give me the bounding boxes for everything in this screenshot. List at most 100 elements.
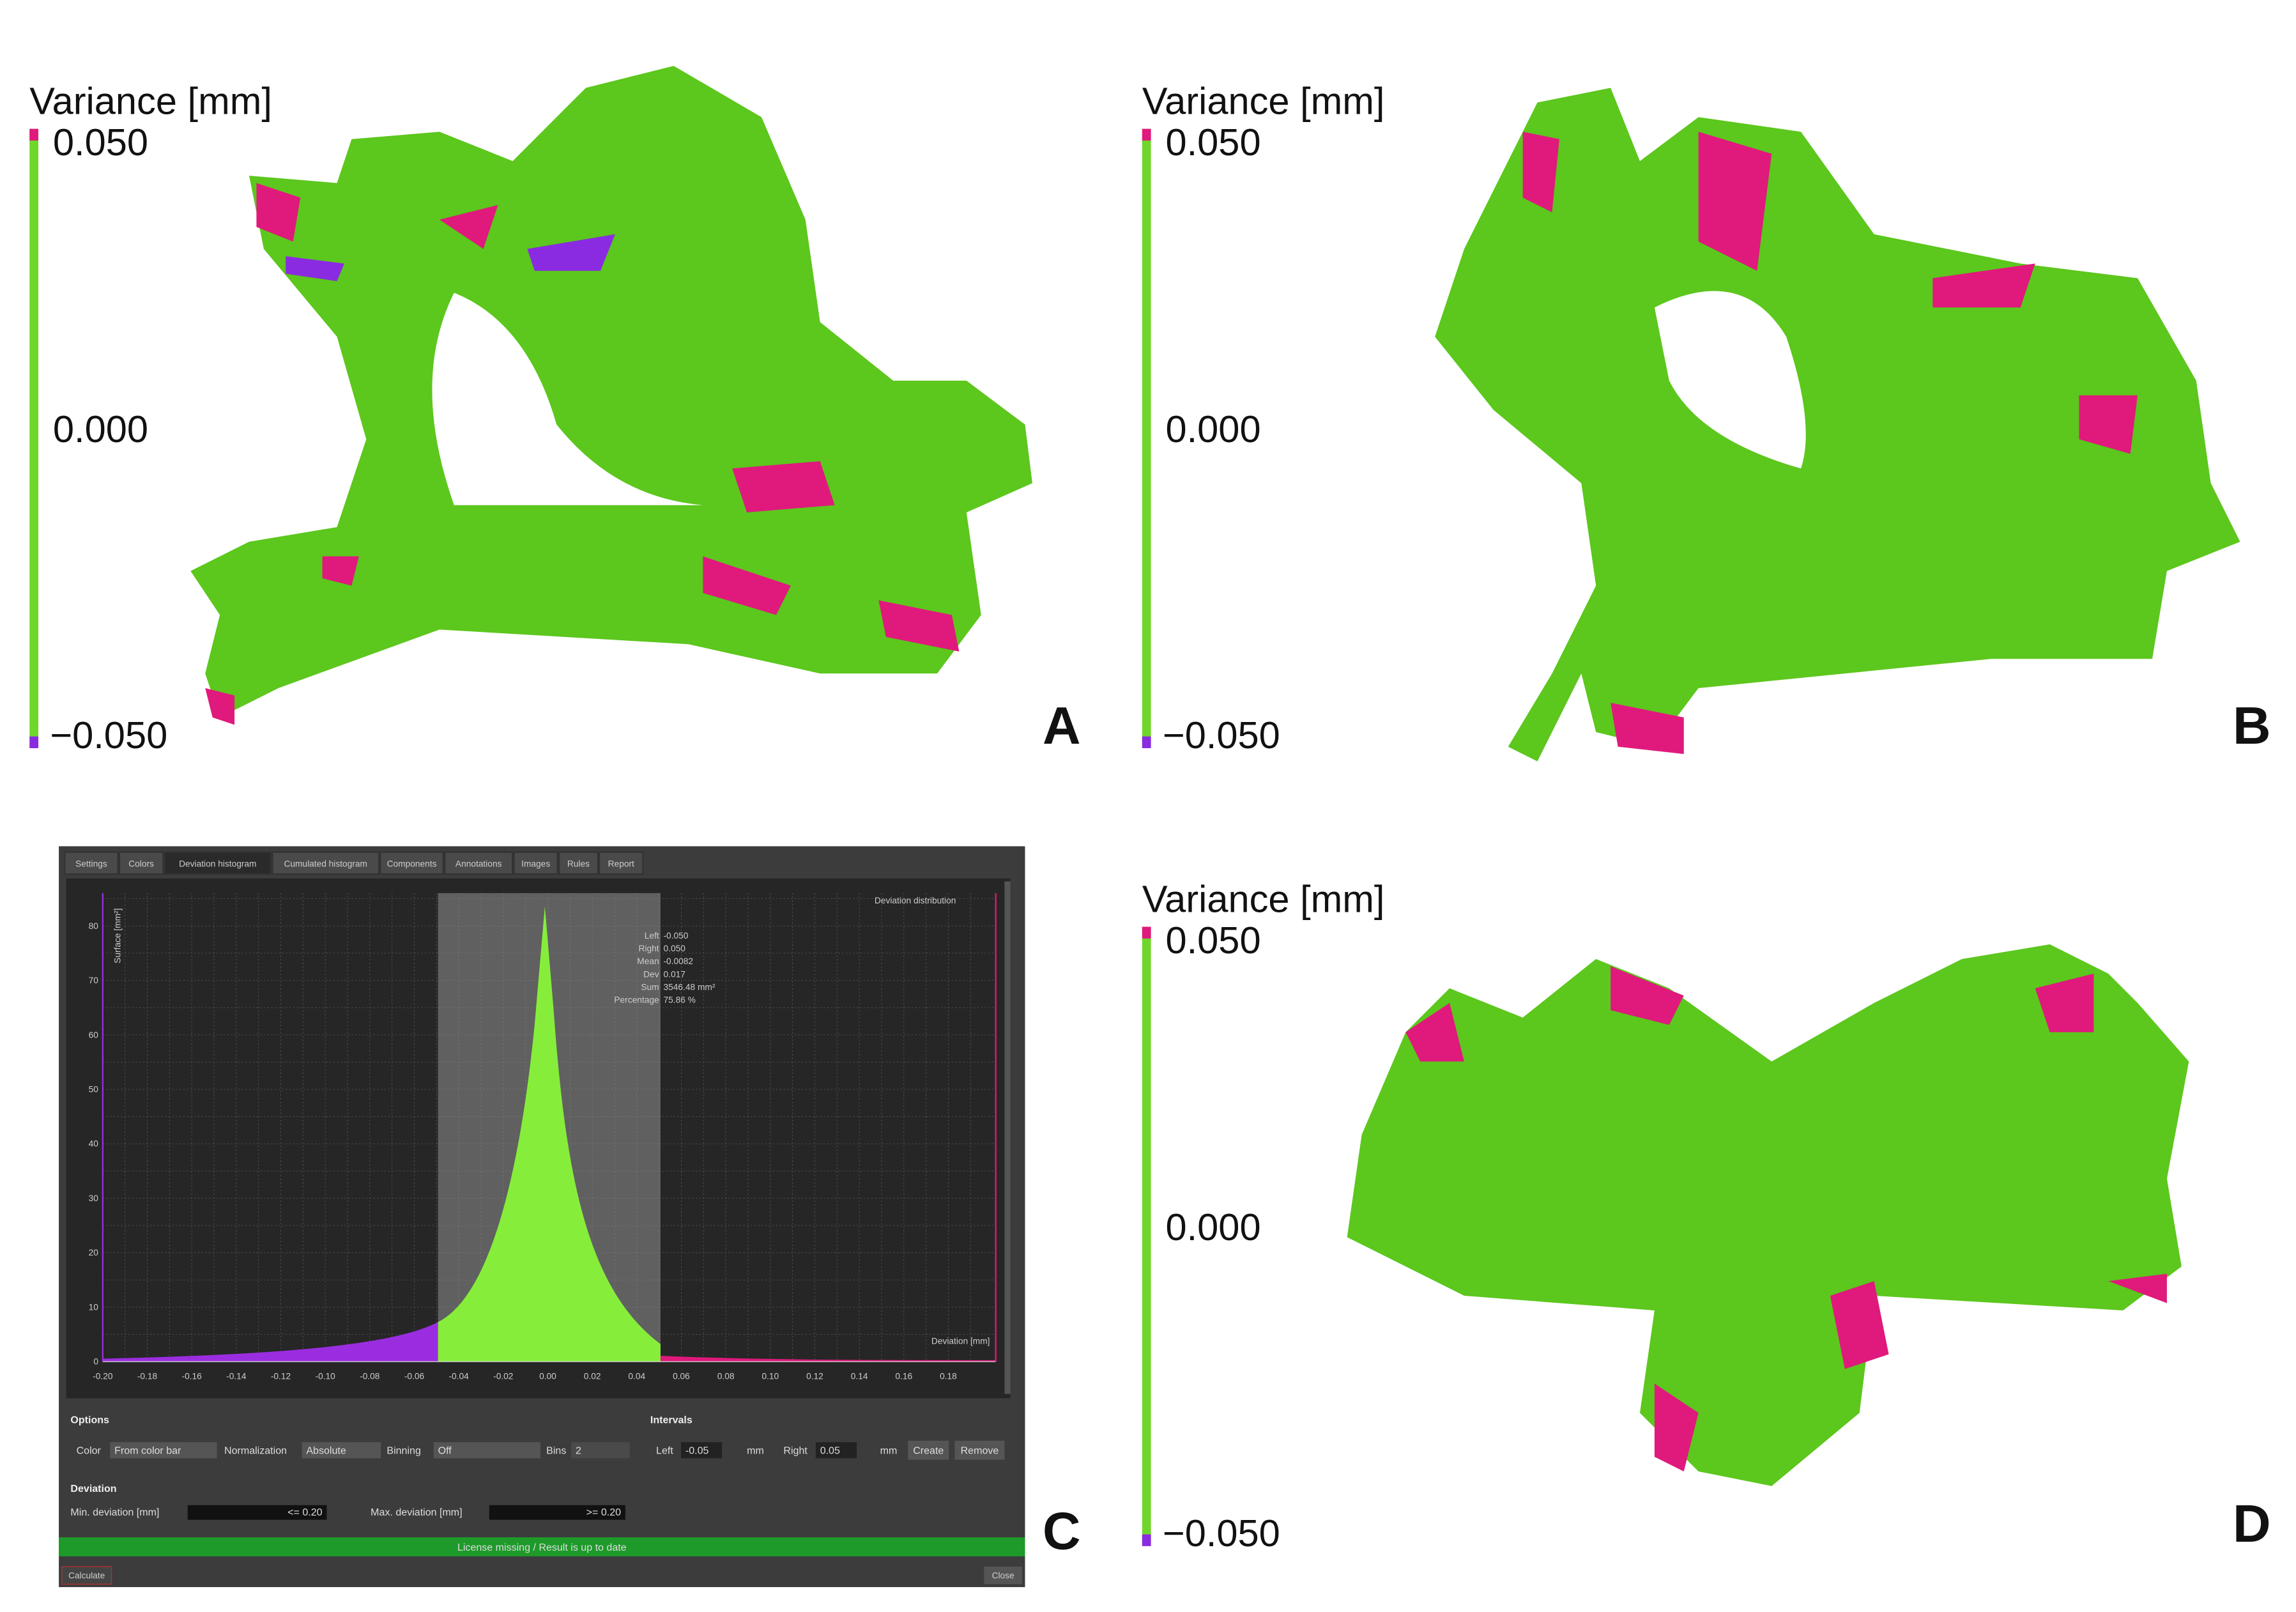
tab-label[interactable]: Images bbox=[521, 859, 550, 869]
colorbar-title: Variance [mm] bbox=[1142, 80, 1385, 123]
button-label[interactable]: Close bbox=[992, 1570, 1014, 1580]
colorbar-mid: 0.000 bbox=[53, 408, 148, 450]
colorbar-min: −0.050 bbox=[1163, 714, 1280, 756]
dropdown[interactable] bbox=[110, 1442, 217, 1459]
button[interactable] bbox=[954, 1440, 1005, 1460]
x-tick-label: -0.06 bbox=[404, 1372, 425, 1381]
colorbar-title: Variance [mm] bbox=[29, 80, 272, 123]
tab-label[interactable]: Components bbox=[387, 859, 437, 869]
x-tick-label: 0.00 bbox=[539, 1372, 556, 1381]
tab-label[interactable]: Annotations bbox=[455, 859, 502, 869]
tab[interactable] bbox=[598, 851, 644, 875]
x-tick-label: 0.16 bbox=[895, 1372, 912, 1381]
x-tick-label: 0.10 bbox=[762, 1372, 779, 1381]
dropdown[interactable] bbox=[433, 1442, 541, 1459]
stat-value: 75.86 % bbox=[663, 995, 695, 1005]
button[interactable] bbox=[61, 1566, 112, 1585]
bone-render bbox=[1435, 88, 2240, 762]
button[interactable] bbox=[908, 1440, 949, 1460]
x-tick-label: -0.08 bbox=[360, 1372, 380, 1381]
panel-letter: A bbox=[1043, 696, 1081, 755]
tab[interactable] bbox=[513, 851, 558, 875]
input[interactable] bbox=[187, 1505, 327, 1520]
x-tick-label: -0.18 bbox=[137, 1372, 158, 1381]
y-tick-label: 20 bbox=[89, 1248, 99, 1257]
stat-label: Percentage bbox=[614, 995, 659, 1005]
dropdown-value[interactable]: Absolute bbox=[306, 1445, 346, 1457]
stat-label: Right bbox=[639, 944, 659, 953]
dropdown-value[interactable]: From color bar bbox=[114, 1445, 181, 1457]
colorbar-max: 0.050 bbox=[1165, 919, 1260, 962]
colorbar-max: 0.050 bbox=[53, 121, 148, 164]
tab-label[interactable]: Report bbox=[608, 859, 634, 869]
x-tick-label: 0.08 bbox=[717, 1372, 735, 1381]
x-tick-label: -0.10 bbox=[315, 1372, 335, 1381]
x-tick-label: 0.06 bbox=[673, 1372, 690, 1381]
y-tick-label: 50 bbox=[89, 1084, 99, 1094]
section-title: Deviation bbox=[70, 1483, 116, 1494]
deviation-patch bbox=[1405, 966, 2167, 1472]
colorbar-mid: 0.000 bbox=[1165, 1206, 1260, 1248]
stat-label: Mean bbox=[637, 956, 659, 966]
plot-title: Deviation distribution bbox=[875, 896, 956, 905]
panel-letter: B bbox=[2233, 696, 2271, 755]
panel-a: Variance [mm] 0.050 0.000 −0.050 A bbox=[29, 66, 1081, 756]
tab[interactable] bbox=[558, 851, 599, 875]
tab-label[interactable]: Settings bbox=[75, 859, 107, 869]
spinbox-value[interactable]: 0.05 bbox=[820, 1445, 840, 1457]
tab[interactable] bbox=[272, 851, 380, 875]
stats: Left -0.050 Right 0.050 Mean -0.0082 Dev 0.017 S… bbox=[614, 931, 715, 1005]
input-value[interactable]: >= 0.20 bbox=[586, 1507, 621, 1518]
tab[interactable] bbox=[379, 851, 444, 875]
button-label[interactable]: Remove bbox=[961, 1445, 999, 1457]
histogram-left bbox=[102, 1322, 438, 1362]
tab[interactable] bbox=[118, 851, 164, 875]
dropdown[interactable] bbox=[302, 1442, 381, 1459]
bone-render bbox=[190, 66, 1032, 718]
y-tick-label: 30 bbox=[89, 1194, 99, 1203]
input-value[interactable]: <= 0.20 bbox=[287, 1507, 322, 1518]
y-tick-label: 10 bbox=[89, 1302, 99, 1312]
section-title: Intervals bbox=[650, 1414, 693, 1425]
input[interactable] bbox=[489, 1505, 625, 1520]
tab[interactable] bbox=[64, 851, 119, 875]
stat-value: 0.050 bbox=[663, 944, 685, 953]
tab-label[interactable]: Deviation histogram bbox=[179, 859, 256, 869]
spinbox-value[interactable]: -0.05 bbox=[685, 1445, 709, 1457]
spinbox[interactable] bbox=[571, 1442, 630, 1459]
dropdown-value[interactable]: Off bbox=[438, 1445, 452, 1457]
x-axis-label: Deviation [mm] bbox=[931, 1337, 990, 1346]
stat-label: Dev bbox=[643, 969, 659, 979]
button-label[interactable]: Calculate bbox=[68, 1570, 105, 1580]
scrollbar[interactable] bbox=[1004, 881, 1011, 1394]
status-bar bbox=[59, 1537, 1025, 1556]
tab[interactable] bbox=[443, 851, 514, 875]
grid: -0.20 -0.18 -0.16 -0.14 -0.12 -0.10 -0.08 -0.06… bbox=[89, 893, 996, 1381]
panel-d: Variance [mm] 0.050 0.000 −0.050 D bbox=[1142, 878, 2271, 1554]
tab[interactable] bbox=[164, 851, 272, 875]
status-text: License missing / Result is up to date bbox=[457, 1542, 627, 1553]
x-tick-label: -0.20 bbox=[93, 1372, 113, 1381]
tab-label[interactable]: Colors bbox=[128, 859, 154, 869]
histogram-right bbox=[660, 1355, 996, 1362]
panel-b: Variance [mm] 0.050 0.000 −0.050 B bbox=[1142, 80, 2271, 762]
x-tick-label: -0.02 bbox=[493, 1372, 513, 1381]
spinbox[interactable] bbox=[815, 1442, 857, 1459]
colorbar bbox=[1142, 128, 1151, 748]
unit: mm bbox=[747, 1445, 764, 1457]
spinbox[interactable] bbox=[680, 1442, 723, 1459]
button[interactable] bbox=[984, 1566, 1022, 1585]
label: Min. deviation [mm] bbox=[70, 1507, 159, 1518]
x-tick-label: 0.18 bbox=[940, 1372, 957, 1381]
stat-label: Left bbox=[645, 931, 659, 940]
deviation-patch bbox=[1522, 132, 2138, 755]
colorbar-mid: 0.000 bbox=[1165, 408, 1260, 450]
button-label[interactable]: Create bbox=[913, 1445, 944, 1457]
stat-label: Sum bbox=[641, 983, 659, 992]
tab-label[interactable]: Cumulated histogram bbox=[284, 859, 367, 869]
spinbox-value[interactable]: 2 bbox=[576, 1445, 581, 1457]
stat-value: 3546.48 mm² bbox=[663, 983, 715, 992]
tab-label[interactable]: Rules bbox=[567, 859, 590, 869]
colorbar-max: 0.050 bbox=[1165, 121, 1260, 164]
label: Normalization bbox=[224, 1445, 287, 1457]
